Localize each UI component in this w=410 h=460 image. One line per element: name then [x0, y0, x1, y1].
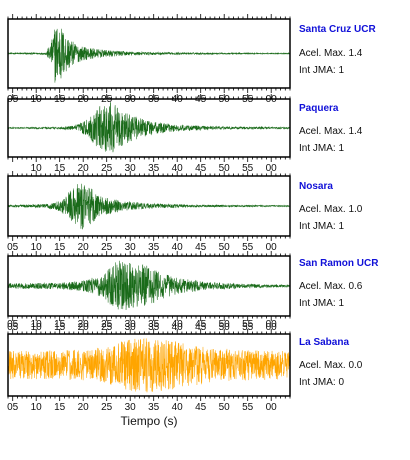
tick-label: 40	[172, 163, 184, 174]
tick-label: 25	[101, 242, 113, 253]
panel-4: 05 10 15 20 25 30 35 40 45 50 55 00	[7, 319, 291, 401]
tick-label: 15	[54, 163, 66, 174]
tick-label: 30	[125, 402, 137, 413]
tick-label: 25	[101, 163, 113, 174]
tick-label: 30	[125, 242, 137, 253]
panel-2: 05 10 15 20 25 30 35 40 45 50 55 00	[7, 171, 291, 253]
station-name-la-sabana: La Sabana	[299, 337, 350, 348]
tick-label: 50	[219, 319, 231, 330]
tick-label: 55	[242, 322, 254, 333]
tick-label: 50	[219, 402, 231, 413]
tick-label: 10	[31, 319, 43, 330]
tick-label: 35	[148, 163, 160, 174]
jma-intensity-la-sabana: Int JMA: 0	[299, 377, 345, 388]
jma-intensity-santa-cruz-ucr: Int JMA: 1	[299, 65, 345, 76]
tick-label: 55	[242, 319, 254, 330]
station-name-paquera: Paquera	[299, 103, 339, 114]
tick-label: 50	[219, 242, 231, 253]
jma-intensity-san-ramon-ucr: Int JMA: 1	[299, 298, 345, 309]
peak-acceleration-la-sabana: Acel. Max. 0.0	[299, 360, 363, 371]
peak-acceleration-santa-cruz-ucr: Acel. Max. 1.4	[299, 48, 363, 59]
tick-label: 05	[7, 402, 19, 413]
station-name-san-ramon-ucr: San Ramon UCR	[299, 258, 379, 269]
station-name-santa-cruz-ucr: Santa Cruz UCR	[299, 24, 376, 35]
tick-label: 00	[266, 402, 278, 413]
panel-1: 10 15 20 25 30 35 40 45 50 55 00	[7, 94, 291, 174]
tick-label: 25	[101, 319, 113, 330]
tick-label: 55	[242, 163, 254, 174]
peak-acceleration-san-ramon-ucr: Acel. Max. 0.6	[299, 281, 363, 292]
tick-label: 15	[54, 242, 66, 253]
tick-label: 40	[172, 319, 184, 330]
tick-label: 30	[125, 322, 137, 333]
x-axis-label: Tiempo (s)	[120, 414, 178, 428]
tick-label: 10	[31, 163, 43, 174]
tick-label: 05	[7, 242, 19, 253]
tick-label: 30	[125, 163, 137, 174]
tick-label: 10	[31, 402, 43, 413]
tick-label: 40	[172, 402, 184, 413]
tick-label: 35	[148, 319, 160, 330]
tick-label: 55	[242, 402, 254, 413]
tick-label: 40	[172, 322, 184, 333]
tick-label: 00	[266, 319, 278, 330]
tick-label: 15	[54, 402, 66, 413]
tick-label: 20	[78, 319, 90, 330]
peak-acceleration-nosara: Acel. Max. 1.0	[299, 204, 363, 215]
panel-0: 05 10 15 20 25 30 35 40 45 50 55 00	[7, 14, 291, 105]
tick-label: 20	[78, 322, 90, 333]
jma-intensity-paquera: Int JMA: 1	[299, 143, 345, 154]
tick-label: 00	[266, 242, 278, 253]
tick-label: 40	[172, 242, 184, 253]
tick-label: 00	[266, 322, 278, 333]
tick-label: 10	[31, 322, 43, 333]
tick-label: 00	[266, 163, 278, 174]
tick-label: 25	[101, 402, 113, 413]
waveform-trace	[8, 28, 290, 83]
tick-label: 25	[101, 322, 113, 333]
tick-label: 50	[219, 163, 231, 174]
tick-label: 20	[78, 242, 90, 253]
tick-label: 45	[195, 402, 207, 413]
tick-label: 45	[195, 319, 207, 330]
tick-label: 45	[195, 242, 207, 253]
tick-label: 05	[7, 319, 19, 330]
tick-label: 20	[78, 402, 90, 413]
tick-label: 30	[125, 319, 137, 330]
jma-intensity-nosara: Int JMA: 1	[299, 221, 345, 232]
tick-label: 50	[219, 322, 231, 333]
waveform-trace	[8, 102, 290, 153]
station-name-nosara: Nosara	[299, 181, 333, 192]
tick-label: 55	[242, 242, 254, 253]
tick-label: 20	[78, 163, 90, 174]
waveform-trace	[8, 338, 290, 393]
waveform-trace	[8, 260, 290, 311]
panel-3: 05 10 15 20 25 30 35 40 45 50 55 00	[7, 251, 291, 333]
tick-label: 35	[148, 242, 160, 253]
tick-label: 35	[148, 402, 160, 413]
waveform-trace	[8, 183, 290, 230]
tick-label: 45	[195, 322, 207, 333]
tick-label: 10	[31, 242, 43, 253]
tick-label: 45	[195, 163, 207, 174]
tick-label: 05	[7, 322, 19, 333]
tick-label: 15	[54, 319, 66, 330]
tick-label: 35	[148, 322, 160, 333]
tick-label: 15	[54, 322, 66, 333]
peak-acceleration-paquera: Acel. Max. 1.4	[299, 126, 363, 137]
